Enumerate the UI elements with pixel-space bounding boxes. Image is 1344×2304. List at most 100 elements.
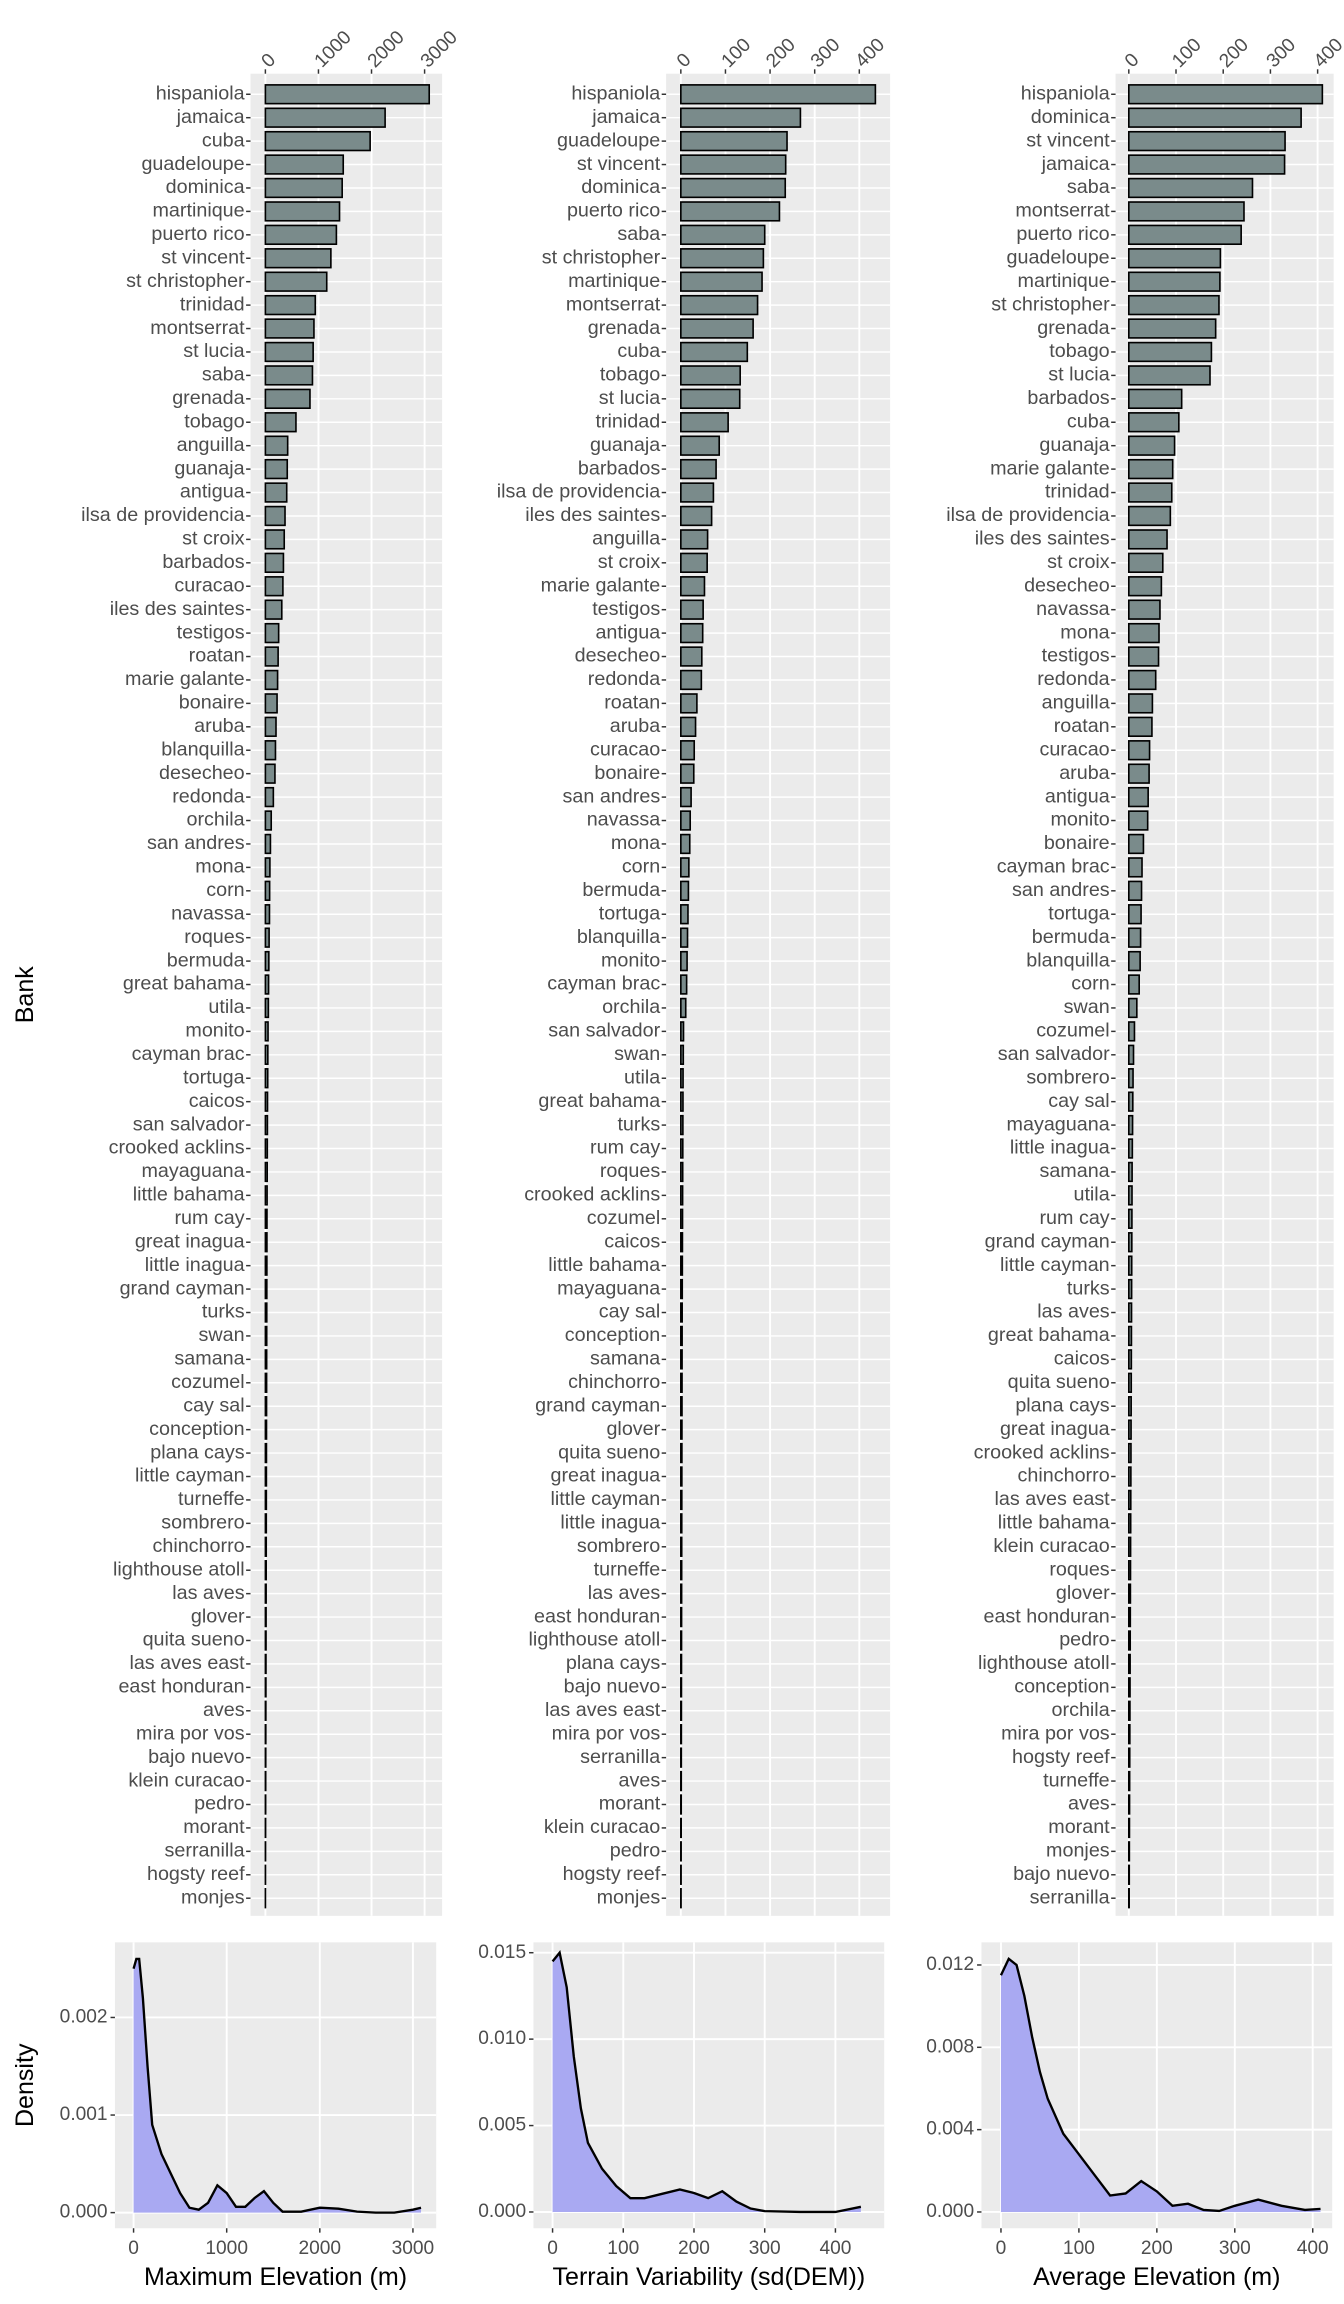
bar: [264, 576, 284, 597]
bar: [680, 412, 729, 433]
category-label: cozumel: [1036, 1020, 1109, 1042]
category-label: cuba: [1067, 410, 1110, 432]
bar: [264, 904, 271, 925]
bar: [1127, 271, 1221, 292]
category-label: little inagua: [145, 1254, 245, 1276]
category-label: turks: [202, 1301, 245, 1323]
bar: [264, 1677, 267, 1698]
category-label: roatan: [1054, 715, 1110, 737]
category-label: trinidad: [1045, 481, 1110, 503]
category-label: serranilla: [580, 1746, 660, 1768]
bar: [264, 1653, 267, 1675]
bar: [264, 1606, 267, 1628]
bar: [680, 1419, 683, 1440]
y-tick-label: 0.010: [478, 2028, 526, 2049]
category-label: utila: [208, 996, 244, 1018]
bar: [264, 1185, 268, 1206]
bar: [1127, 154, 1286, 175]
category-label: barbados: [578, 457, 660, 479]
category-label: lighthouse atoll: [113, 1558, 245, 1580]
bar: [680, 107, 802, 128]
bar: [1127, 201, 1245, 222]
category-label: blanquilla: [577, 926, 660, 948]
category-label: quita sueno: [1008, 1371, 1110, 1393]
category-label: jamaica: [176, 106, 245, 128]
bar: [264, 271, 328, 292]
bar: [680, 833, 691, 855]
bar: [1127, 435, 1176, 456]
category-label: corn: [206, 879, 244, 901]
category-label: swan: [614, 1043, 660, 1065]
category-label: blanquilla: [1026, 949, 1109, 971]
bar: [680, 950, 688, 972]
category-label: jamaica: [591, 106, 660, 128]
category-label: redonda: [172, 785, 244, 807]
bar: [1127, 1325, 1133, 1347]
category-label: caicos: [604, 1230, 660, 1252]
category-label: cozumel: [587, 1207, 660, 1229]
category-label: crooked acklins: [109, 1137, 245, 1159]
bar: [680, 810, 692, 831]
bar: [1127, 927, 1142, 948]
x-tick-label: 400: [819, 2238, 851, 2259]
category-label: caicos: [1054, 1348, 1110, 1370]
category-label: st christopher: [542, 246, 661, 268]
bar: [1127, 1021, 1136, 1042]
category-label: desecheo: [159, 762, 245, 784]
category-label: little inagua: [560, 1512, 660, 1534]
density-line: [551, 1950, 862, 2214]
category-label: utila: [624, 1066, 660, 1088]
bar: [264, 1091, 269, 1112]
bar: [264, 107, 386, 128]
bar: [264, 294, 317, 316]
bar: [1127, 1442, 1132, 1464]
category-label: cayman brac: [547, 973, 660, 995]
bar: [1127, 576, 1163, 597]
bar: [680, 1255, 684, 1276]
bar: [264, 1583, 267, 1604]
category-label: little cayman: [1000, 1254, 1110, 1276]
category-label: grenada: [172, 387, 244, 409]
category-label: klein curacao: [544, 1816, 660, 1838]
category-label: saba: [202, 364, 245, 386]
bar: [264, 1325, 268, 1347]
y-axis-title: Density: [11, 2043, 39, 2127]
bar: [680, 130, 788, 152]
bar: [1127, 997, 1138, 1019]
category-label: san salvador: [133, 1113, 245, 1135]
category-label: st croix: [182, 528, 245, 550]
bar: [1127, 294, 1220, 316]
bar: [1127, 833, 1145, 855]
bar: [264, 740, 277, 761]
category-label: hispaniola: [156, 82, 245, 104]
bar: [264, 201, 341, 222]
bar: [680, 84, 877, 105]
category-label: blanquilla: [161, 738, 244, 760]
bar: [264, 1114, 269, 1136]
category-label: redonda: [588, 668, 660, 690]
bar: [264, 1466, 268, 1487]
category-label: bonaire: [594, 762, 660, 784]
category-label: caicos: [189, 1090, 245, 1112]
category-label: morant: [1048, 1816, 1110, 1838]
bar: [1127, 552, 1164, 573]
category-label: bonaire: [179, 692, 245, 714]
category-label: turneffe: [1043, 1769, 1110, 1791]
category-label: plana cays: [1015, 1394, 1109, 1416]
category-label: desecheo: [575, 645, 661, 667]
category-label: st croix: [598, 551, 661, 573]
bar: [680, 318, 754, 339]
bar: [264, 1513, 268, 1534]
bar: [680, 271, 763, 292]
category-label: puerto rico: [1016, 223, 1109, 245]
category-label: monjes: [1046, 1840, 1110, 1862]
bar: [680, 1700, 683, 1721]
bar: [1127, 1513, 1132, 1534]
category-label: monito: [601, 949, 660, 971]
category-label: saba: [1067, 176, 1110, 198]
bar: [264, 505, 286, 527]
bar: [680, 716, 697, 737]
bar: [680, 1138, 684, 1159]
bar: [1127, 318, 1217, 339]
category-label: dominica: [1031, 106, 1110, 128]
